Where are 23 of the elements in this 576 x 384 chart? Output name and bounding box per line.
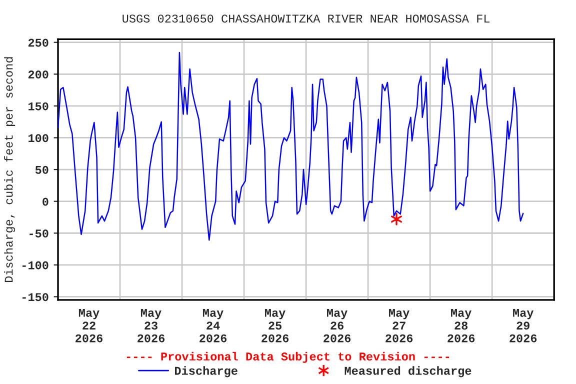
y-tick-label: 250 <box>28 38 48 47</box>
x-tick-label: May 29 2026 <box>510 309 537 342</box>
x-tick-label: May 24 2026 <box>200 309 227 342</box>
chart-title: USGS 02310650 CHASSAHOWITZKA RIVER NEAR HOMOSASSA FL <box>122 14 490 23</box>
x-tick-label: May 27 2026 <box>386 309 413 342</box>
legend-label: Discharge <box>174 366 238 378</box>
y-tick-label: -150 <box>22 293 48 302</box>
x-tick-label: May 26 2026 <box>324 309 351 342</box>
x-tick-label: May 23 2026 <box>138 309 165 342</box>
line-series <box>58 52 524 241</box>
y-axis-title: Discharge, cubic feet per second <box>4 57 16 282</box>
text: ---- Provisional Data Subject to Revision ---- <box>126 352 450 363</box>
y-tick-label: -100 <box>22 261 48 270</box>
x-tick-label: May 22 2026 <box>76 309 103 342</box>
y-tick-label: 50 <box>35 166 48 174</box>
legend-label: Measured discharge <box>344 366 472 378</box>
y-tick-label: 0 <box>42 198 48 206</box>
y-tick-label: 200 <box>28 70 48 79</box>
y-tick-label: -50 <box>30 230 48 238</box>
x-tick-label: May 25 2026 <box>262 309 289 342</box>
y-tick-label: 100 <box>28 134 48 142</box>
y-tick-label: 150 <box>28 102 48 110</box>
x-tick-label: May 28 2026 <box>448 309 475 342</box>
